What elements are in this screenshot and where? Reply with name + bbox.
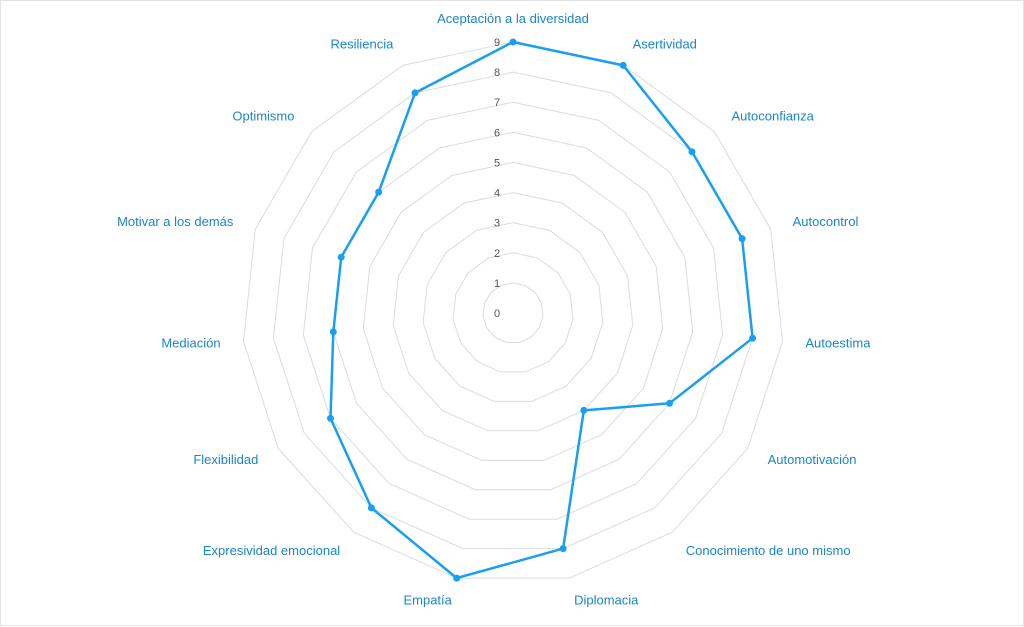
category-label: Automotivación (768, 452, 857, 467)
category-label: Optimismo (232, 108, 294, 123)
data-point (327, 414, 334, 422)
category-label: Resiliencia (331, 36, 395, 51)
data-point (619, 61, 627, 69)
data-point (411, 89, 419, 97)
tick-label: 5 (494, 157, 500, 169)
grid-ring (302, 101, 724, 520)
data-point (329, 328, 337, 336)
category-label: Empatía (403, 593, 452, 608)
category-label: Autoconfianza (732, 108, 815, 123)
grid-ring (482, 282, 544, 343)
grid-ring (332, 131, 694, 491)
category-label: Expresividad emocional (203, 543, 340, 558)
category-label: Autoestima (805, 336, 871, 351)
category-label: Aceptación a la diversidad (437, 11, 589, 26)
grid-ring (272, 71, 754, 550)
category-label: Conocimiento de uno mismo (686, 543, 851, 558)
data-point (367, 504, 375, 512)
grid-ring (362, 161, 664, 461)
data-point (688, 148, 696, 156)
grid-ring (392, 192, 634, 432)
tick-label: 7 (494, 97, 500, 109)
data-point (738, 235, 746, 243)
category-label: Motivar a los demás (117, 214, 234, 229)
category-label: Flexibilidad (193, 452, 258, 467)
data-point (749, 334, 757, 342)
data-point (666, 399, 673, 407)
data-point (509, 38, 517, 46)
series-line (329, 40, 754, 580)
tick-label: 4 (494, 188, 500, 200)
data-point (559, 545, 567, 553)
data-point (375, 188, 383, 196)
tick-label: 8 (494, 67, 500, 79)
category-label: Asertividad (633, 36, 697, 51)
tick-label: 0 (494, 308, 500, 320)
category-label: Diplomacia (574, 593, 639, 608)
data-point (453, 574, 461, 582)
grid-ring (452, 252, 574, 373)
tick-label: 2 (494, 248, 500, 260)
grid-ring (242, 41, 784, 579)
grid-ring (422, 222, 604, 402)
data-point (337, 253, 345, 261)
tick-label: 9 (494, 37, 500, 49)
category-label: Mediación (161, 336, 220, 351)
data-point (580, 406, 588, 414)
category-label: Autocontrol (793, 214, 859, 229)
tick-label: 3 (494, 218, 500, 230)
tick-label: 1 (494, 278, 500, 290)
tick-label: 6 (494, 127, 500, 139)
